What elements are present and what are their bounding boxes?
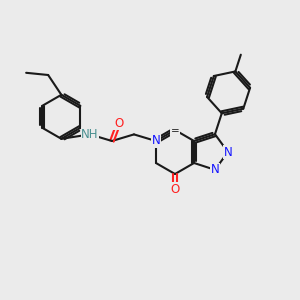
Text: NH: NH [81, 128, 99, 141]
Text: =: = [171, 126, 179, 136]
Text: N: N [211, 163, 219, 176]
Text: O: O [114, 117, 123, 130]
Text: O: O [170, 183, 180, 196]
Text: N: N [152, 134, 160, 148]
Text: N: N [224, 146, 232, 158]
